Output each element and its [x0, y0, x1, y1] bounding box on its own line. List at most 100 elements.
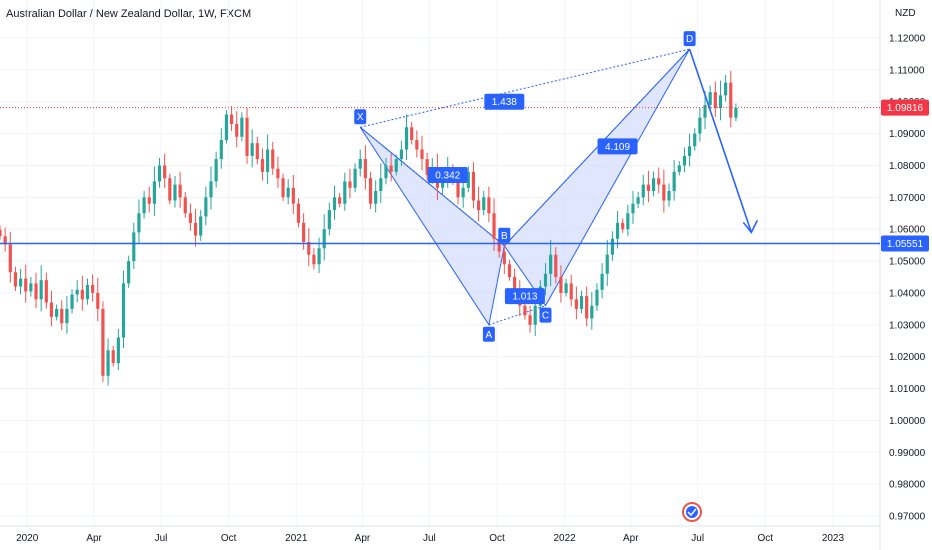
candle-body — [250, 143, 254, 156]
candle-body — [127, 261, 131, 284]
candle-body — [199, 216, 203, 236]
x-tick-label: Apr — [355, 533, 371, 544]
support-price-badge-box — [881, 235, 929, 252]
candle-body — [235, 124, 239, 137]
candle-body — [173, 184, 177, 201]
candle-body — [703, 104, 707, 118]
candle-body — [296, 203, 301, 223]
candle-body — [482, 197, 486, 211]
candle-body — [477, 200, 481, 211]
candle-body — [229, 114, 234, 125]
candle-body — [106, 350, 110, 376]
candle-body — [507, 264, 512, 277]
candles-layer — [0, 70, 738, 386]
candle-body — [157, 165, 162, 182]
point-label: B — [501, 231, 508, 242]
candle-body — [255, 143, 259, 160]
candle-body — [564, 283, 568, 293]
y-tick-label: 1.11000 — [889, 65, 925, 76]
candle-body — [590, 305, 594, 319]
x-tick-label: Jul — [691, 533, 704, 544]
candle-body — [682, 155, 687, 166]
candle-body — [497, 238, 501, 252]
candle-body — [111, 350, 115, 364]
candle-body — [641, 184, 645, 198]
ratio-label: 4.109 — [605, 142, 630, 153]
candle-body — [188, 213, 193, 223]
candle-body — [91, 284, 95, 293]
candle-body — [3, 236, 7, 245]
candle-body — [549, 254, 553, 274]
candle-body — [394, 159, 398, 172]
y-tick-label: 0.98000 — [889, 480, 926, 491]
point-label: C — [542, 311, 549, 322]
candle-body — [543, 273, 548, 287]
y-tick-label: 1.06000 — [889, 225, 926, 236]
projection-arrowhead — [742, 220, 759, 234]
x-tick-label: 2020 — [16, 533, 39, 544]
candle-body — [60, 308, 64, 324]
candle-body — [302, 222, 306, 242]
ratio-label: 1.013 — [512, 292, 537, 303]
ratio-label: 1.438 — [492, 97, 517, 108]
candle-body — [374, 190, 378, 204]
x-tick-label: Oct — [221, 533, 237, 544]
candle-body — [513, 277, 517, 293]
candle-body — [281, 178, 285, 198]
point-label: A — [486, 330, 493, 341]
time-axis[interactable]: 2020 Apr Jul Oct 2021 Apr Jul Oct 2022 Apr Jul Oct 2… — [16, 533, 844, 544]
candle-body — [137, 213, 141, 233]
candle-body — [55, 308, 59, 317]
candle-body — [585, 296, 589, 319]
point-label-box — [498, 227, 511, 243]
candle-body — [713, 92, 717, 109]
candle-body — [266, 149, 270, 172]
candle-body — [178, 184, 182, 198]
candle-body — [224, 114, 229, 140]
candle-body — [240, 117, 244, 137]
grid-lines — [0, 0, 881, 550]
candle-body — [502, 251, 506, 265]
candle-body — [49, 302, 54, 317]
tradingview-logo-icon[interactable] — [682, 502, 702, 522]
candle-body — [533, 305, 537, 325]
candle-body — [18, 278, 23, 287]
candle-body — [219, 139, 223, 160]
candle-body — [456, 181, 460, 198]
y-tick-label: 1.01000 — [889, 384, 926, 395]
candle-body — [595, 289, 599, 306]
candle-body — [101, 308, 105, 376]
candle-body — [85, 284, 90, 300]
point-label: X — [357, 112, 364, 123]
candle-body — [626, 213, 630, 230]
candle-body — [487, 197, 491, 214]
candle-body — [116, 337, 120, 364]
y-tick-label: 1.05000 — [889, 257, 926, 268]
candle-body — [471, 171, 476, 201]
candle-body — [312, 254, 316, 265]
candle-body — [631, 203, 635, 214]
candle-body — [8, 244, 12, 273]
candle-body — [646, 184, 651, 191]
candle-body — [343, 181, 347, 204]
support-price-badge: 1.05551 — [887, 239, 924, 250]
candle-body — [348, 181, 352, 188]
candle-body — [610, 238, 614, 255]
candle-body — [734, 107, 738, 118]
ratio-label-box — [427, 167, 468, 184]
candle-body — [425, 159, 429, 176]
pattern-triangle-xab — [359, 126, 505, 327]
price-axis[interactable]: NZD 1.120001.110001.100001.090001.080001… — [881, 8, 929, 523]
x-tick-label: Oct — [489, 533, 505, 544]
candle-body — [0, 229, 2, 237]
candle-body — [523, 305, 527, 316]
candle-body — [528, 315, 532, 325]
candle-body — [559, 277, 563, 293]
candle-body — [368, 178, 373, 204]
pattern-diagonal-bd — [503, 48, 690, 247]
candle-body — [687, 146, 692, 156]
ratio-label-box — [504, 288, 545, 305]
candle-body — [245, 117, 249, 156]
candle-body — [327, 210, 331, 230]
